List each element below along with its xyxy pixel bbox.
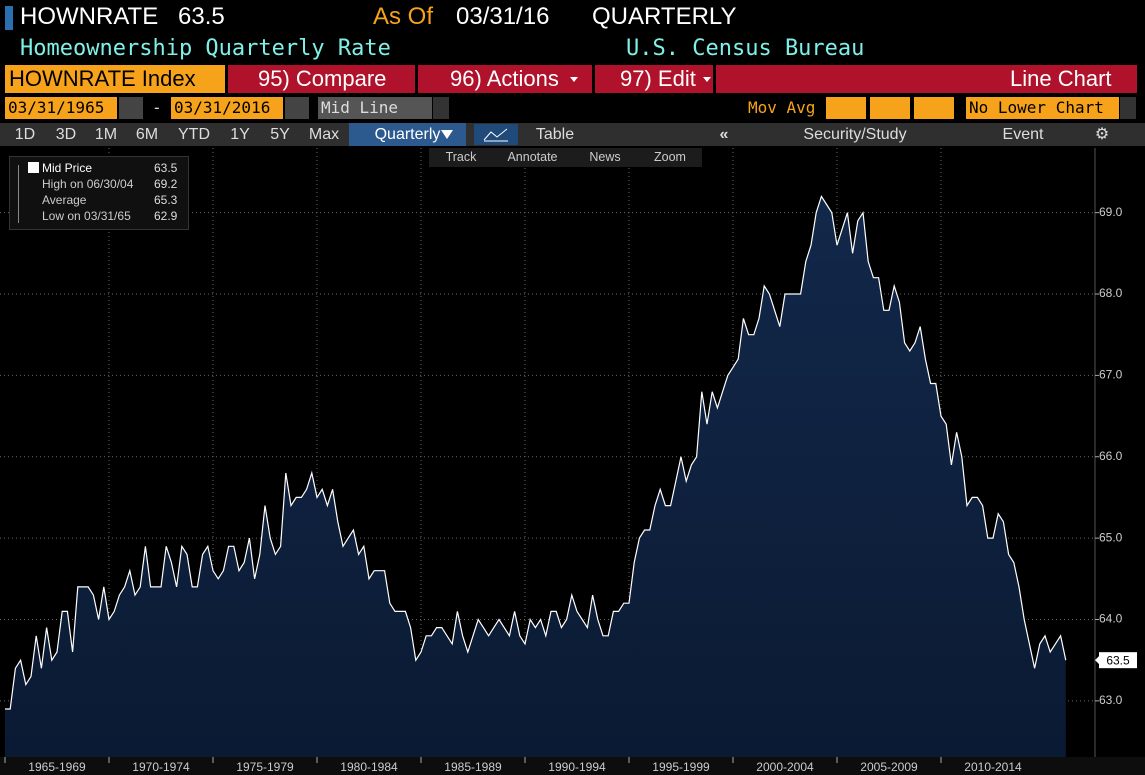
lower-chart[interactable]: No Lower Chart [966,97,1119,119]
x-tick-label: 2005-2009 [860,760,918,774]
as-of-date: 03/31/16 [456,3,550,30]
separator [713,65,716,93]
x-tick-label: 1995-1999 [652,760,710,774]
range-button[interactable]: YTD [178,126,210,143]
legend-label: High on 06/30/04 [42,177,134,191]
calendar-icon[interactable] [285,97,309,119]
legend-label: Low on 03/31/65 [42,209,131,223]
chart-kind: Line Chart [1010,66,1112,91]
period-button[interactable]: Quarterly [349,123,466,146]
separator [592,65,595,93]
chart: 63.0 64.0 65.0 66.0 67.0 68.0 69.0 1965-1969 197… [0,148,1145,775]
x-tick-label: 1975-1979 [236,760,294,774]
tool-button[interactable]: Zoom [654,150,686,164]
range-button[interactable]: 3D [55,126,77,143]
ticker: HOWNRATE [20,3,159,30]
x-tick-label: 2000-2004 [756,760,814,774]
tool-button[interactable]: Annotate [507,150,558,164]
y-tick-label: 69.0 [1099,205,1123,219]
mov-avg-input[interactable] [826,97,866,119]
price: 63.5 [178,3,225,30]
y-tick-label: 64.0 [1099,612,1123,626]
y-tick-label: 67.0 [1099,368,1123,382]
y-tick-label: 68.0 [1099,286,1123,300]
legend-label: Mid Price [42,161,93,175]
style-dropdown[interactable] [433,97,449,119]
range-button[interactable]: 6M [135,126,159,143]
menu-edit[interactable]: 97) Edit [620,66,696,91]
period-arrow [441,130,453,139]
y-tick-label: 66.0 [1099,449,1123,463]
line-icon [483,128,508,142]
legend-value: 65.3 [154,193,178,207]
last-price-box [1099,652,1137,669]
x-tick-label: 1970-1974 [132,760,190,774]
lower-dropdown[interactable] [1120,97,1136,119]
area [5,196,1066,757]
menu-compare[interactable]: 95) Compare [258,66,387,91]
legend-value: 62.9 [154,209,178,223]
y-tick-label: 65.0 [1099,530,1123,544]
settings-button[interactable]: ⚙ [1094,126,1110,143]
tool-button[interactable]: News [589,150,621,164]
dropdown-arrows [570,77,711,82]
x-tick-label: 1965-1969 [28,760,86,774]
toolbar [0,123,1145,146]
x-axis-strip [0,757,1145,775]
legend-tree [18,165,25,223]
legend-value: 69.2 [154,177,178,191]
x-tick-label: 2010-2014 [964,760,1022,774]
range-button[interactable]: 1M [94,126,118,143]
mov-avg-input[interactable] [870,97,910,119]
tool-button[interactable]: Track [445,150,477,164]
last-price-pointer [1095,655,1100,666]
menu-bar [228,65,1137,93]
legend-value: 63.5 [154,161,178,175]
ticker-marker [5,6,13,30]
date-dash: - [152,98,162,117]
security-button[interactable]: HOWNRATE Index [5,65,225,93]
menu-actions[interactable]: 96) Actions [450,66,559,91]
range-button[interactable]: 5Y [270,126,290,143]
line [5,195,1067,710]
range-button[interactable]: 1D [14,126,36,143]
x-tick-label: 1980-1984 [340,760,398,774]
as-of: As Of [373,3,434,30]
legend-swatch [28,162,39,173]
legend: Mid Price 63.5 High on 06/30/04 69.2 Average… [9,156,189,230]
calendar-icon[interactable] [119,97,143,119]
table-button[interactable]: Table [535,126,575,143]
study-button[interactable]: Security/Study [803,126,907,143]
start-date[interactable]: 03/31/1965 [5,97,117,119]
event-button[interactable]: Event [1002,126,1044,143]
back-button[interactable]: « [719,126,729,143]
period: Quarterly [374,126,441,143]
range-button[interactable]: 1Y [230,126,250,143]
x-tick-label: 1985-1989 [444,760,502,774]
last-price-label: 63.5 [1106,653,1130,667]
chart-tools [429,148,702,167]
end-date[interactable]: 03/31/2016 [171,97,283,119]
separator [415,65,418,93]
legend-label: Average [42,193,87,207]
mov-avg: Mov Avg [748,98,816,117]
security-name: Homeownership Quarterly Rate [20,36,391,61]
range-button[interactable]: Max [308,126,340,143]
frequency: QUARTERLY [592,3,737,30]
style-select[interactable]: Mid Line [318,97,432,119]
source: U.S. Census Bureau [626,36,865,61]
x-tick-label: 1990-1994 [548,760,606,774]
y-tick-label: 63.0 [1099,693,1123,707]
mov-avg-input[interactable] [914,97,954,119]
